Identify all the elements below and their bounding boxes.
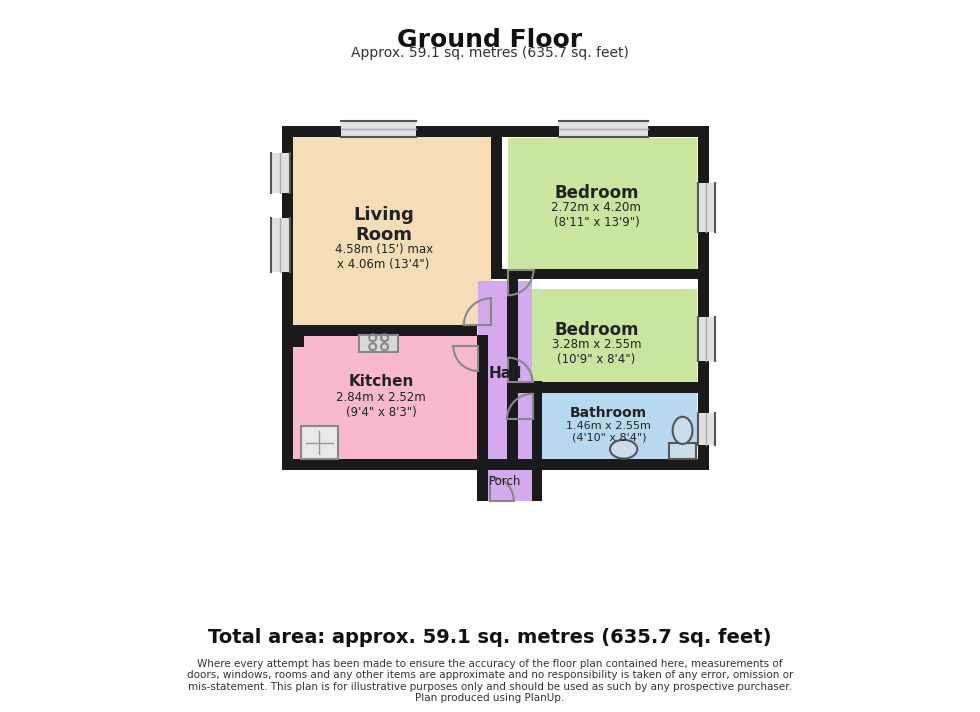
Bar — [508, 289, 697, 392]
Text: 4.58m (15') max
x 4.06m (13'4"): 4.58m (15') max x 4.06m (13'4") — [334, 243, 432, 271]
Bar — [508, 382, 709, 393]
Bar — [507, 268, 517, 459]
Bar — [282, 127, 293, 470]
Text: 2.72m x 4.20m
(8'11" x 13'9"): 2.72m x 4.20m (8'11" x 13'9") — [552, 201, 641, 229]
Ellipse shape — [610, 440, 637, 459]
Bar — [491, 127, 502, 278]
Bar — [531, 459, 543, 501]
Bar — [293, 325, 477, 336]
Bar — [669, 443, 697, 459]
Bar — [698, 413, 714, 445]
Text: Bedroom: Bedroom — [554, 321, 639, 340]
Text: 3.28m x 2.55m
(10'9" x 8'4"): 3.28m x 2.55m (10'9" x 8'4") — [552, 338, 641, 366]
Bar — [698, 183, 714, 232]
Bar — [359, 335, 399, 352]
Bar — [477, 459, 488, 501]
Bar — [698, 317, 714, 361]
Bar — [478, 281, 531, 459]
Bar — [271, 153, 289, 193]
Ellipse shape — [672, 417, 693, 444]
Text: Where every attempt has been made to ensure the accuracy of the floor plan conta: Where every attempt has been made to ens… — [187, 659, 793, 703]
Bar — [293, 137, 491, 335]
Text: Kitchen: Kitchen — [349, 375, 414, 389]
Bar — [293, 336, 477, 459]
Bar — [698, 127, 709, 470]
Text: 1.46m x 2.55m
(4'10" x 8'4"): 1.46m x 2.55m (4'10" x 8'4") — [566, 421, 652, 442]
Bar — [271, 218, 289, 272]
Text: Living
Room: Living Room — [353, 206, 414, 244]
Text: Total area: approx. 59.1 sq. metres (635.7 sq. feet): Total area: approx. 59.1 sq. metres (635… — [209, 628, 771, 647]
Bar — [282, 459, 709, 470]
Text: Ground Floor: Ground Floor — [398, 28, 582, 53]
Text: Bathroom: Bathroom — [570, 406, 648, 420]
Text: Hall: Hall — [488, 366, 521, 381]
Bar — [282, 325, 293, 347]
Bar — [293, 325, 304, 347]
Bar — [282, 336, 304, 347]
Bar — [491, 268, 709, 279]
Bar — [282, 127, 709, 137]
Bar — [477, 335, 488, 459]
Text: Approx. 59.1 sq. metres (635.7 sq. feet): Approx. 59.1 sq. metres (635.7 sq. feet) — [351, 46, 629, 61]
Bar — [508, 138, 697, 278]
Bar — [560, 120, 649, 137]
Text: Porch: Porch — [489, 475, 521, 488]
Bar — [532, 392, 697, 459]
Bar — [341, 120, 416, 137]
Bar — [301, 426, 338, 459]
Bar — [531, 382, 543, 459]
Bar — [478, 460, 531, 501]
Text: 2.84m x 2.52m
(9'4" x 8'3"): 2.84m x 2.52m (9'4" x 8'3") — [336, 391, 426, 419]
Text: Bedroom: Bedroom — [554, 184, 639, 201]
